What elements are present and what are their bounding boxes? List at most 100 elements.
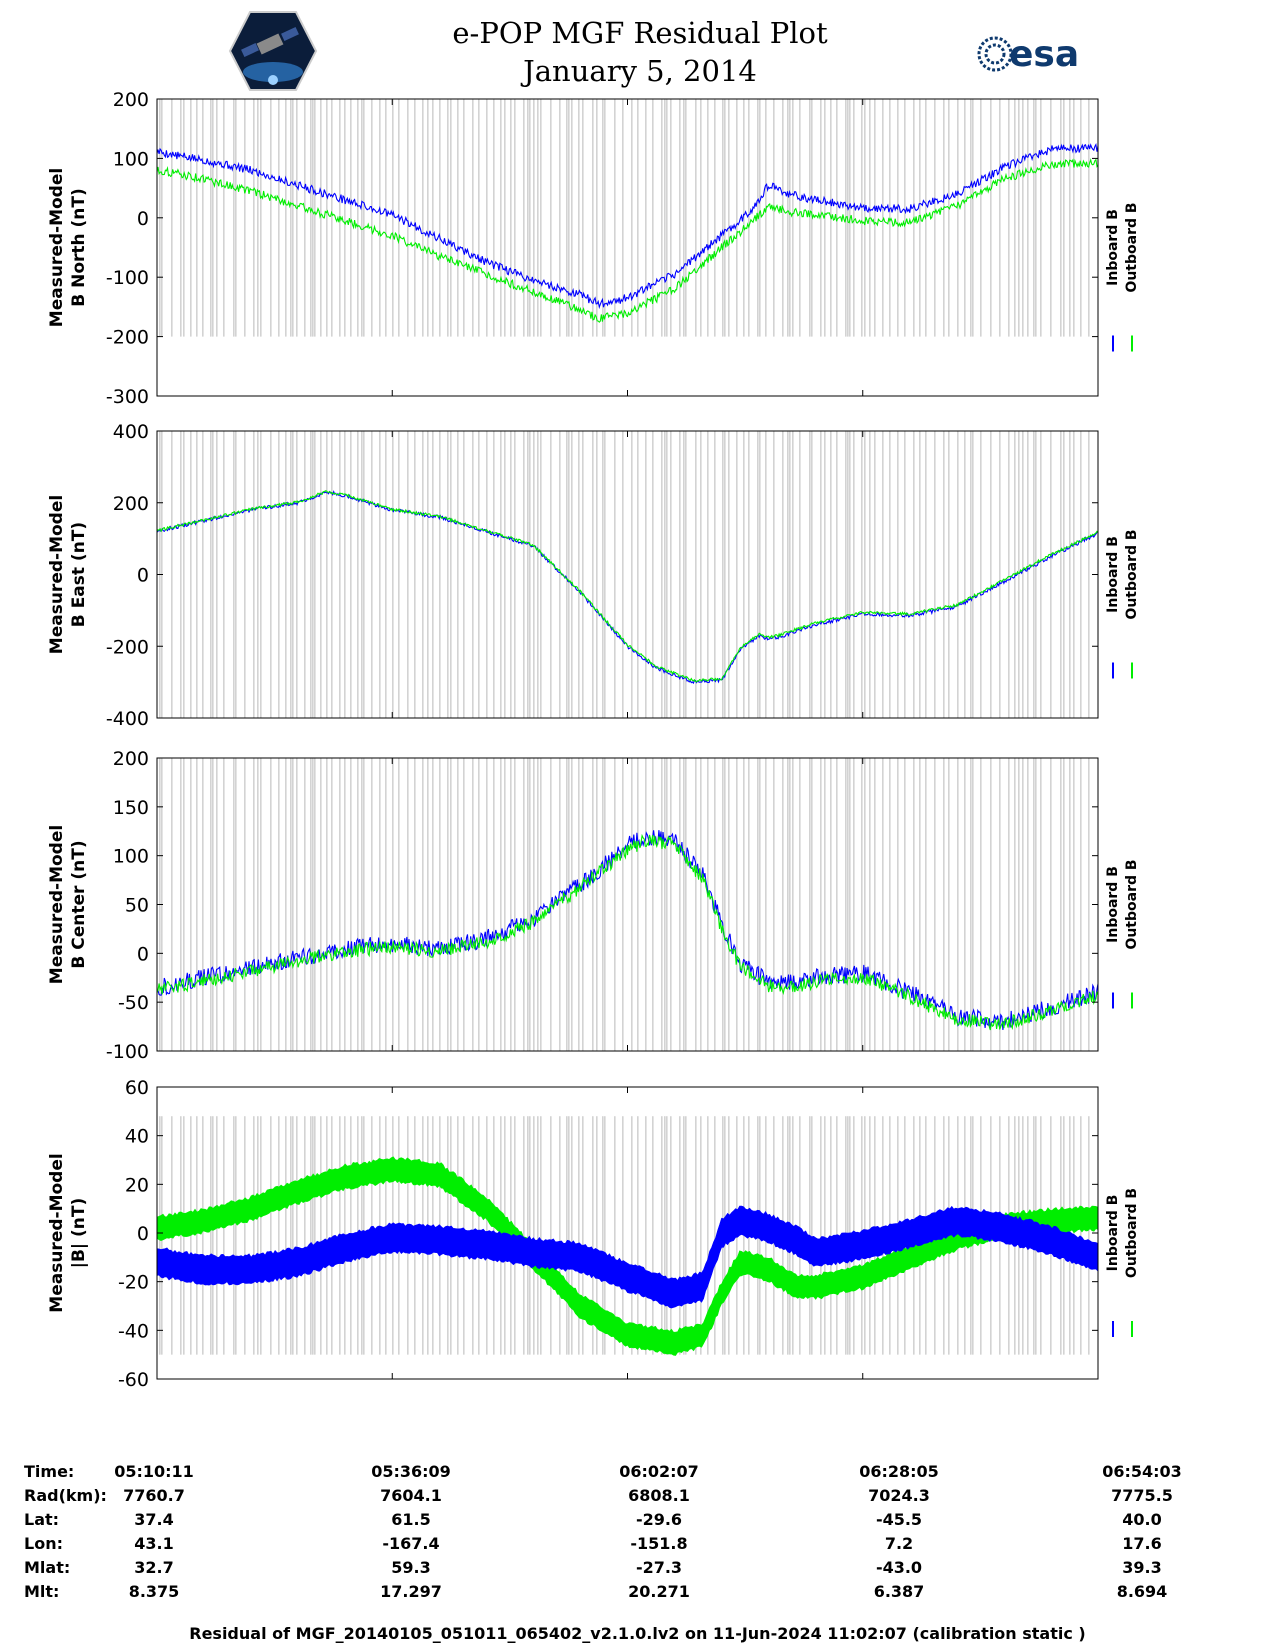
data-gap-band [407,431,409,718]
legend-inboard-label: Inboard B [1105,866,1121,943]
data-gap-band [666,431,668,718]
data-gap-band [847,758,849,1051]
data-gap-band [270,758,272,1051]
data-gap-band [652,99,654,337]
data-gap-band [787,758,789,1051]
data-gap-band [304,1116,306,1355]
plot-frame [156,430,1099,719]
data-gap-band [631,758,633,1051]
data-gap-band [722,99,724,337]
series-band-inboard-b [156,1205,1099,1309]
data-gap-band [1063,99,1065,337]
data-gap-band [1022,431,1024,718]
y-axis-label-line: Measured-Model [47,168,67,327]
data-gap-band [500,99,502,337]
data-gap-band [614,431,616,718]
data-gap-band [510,758,512,1051]
data-gap-band [504,758,506,1051]
data-gap-band [559,99,561,337]
data-gap-band [244,99,246,337]
data-gap-band [602,758,604,1051]
label-mlt: Mlt: [24,1582,60,1601]
data-gap-band [331,758,333,1051]
data-gap-band [1050,431,1052,718]
plot-frame [156,757,1099,1052]
data-gap-band [602,431,604,718]
orbit-info-table: Time: Rad(km): Lat: Lon: Mlat: Mlt: 05:1… [0,1462,1275,1612]
data-gap-band [736,99,738,337]
data-gap-band [759,431,761,718]
data-gap-band [527,758,529,1051]
data-gap-band [379,758,381,1051]
data-gap-band [571,758,573,1051]
data-gap-band [943,431,945,718]
data-gap-band [736,758,738,1051]
data-gap-band [407,758,409,1051]
data-gap-band [235,431,237,718]
legend-outboard-label: Outboard B [1124,529,1140,619]
data-gap-band [592,99,594,337]
data-gap-band [363,431,365,718]
data-gap-band [1073,431,1075,718]
data-gap-band [773,758,775,1051]
data-gap-band [392,99,394,337]
data-gap-band [1080,431,1082,718]
data-gap-band [811,758,813,1051]
data-gap-band [685,99,687,337]
data-gap-band [661,431,663,718]
data-gap-band [596,431,598,718]
data-gap-band [450,758,452,1051]
data-gap-band [1050,758,1052,1051]
data-gap-band [568,1116,570,1355]
y-tick-label: 100 [113,148,149,170]
data-gap-band [836,431,838,718]
data-gap-band [811,99,813,337]
data-gap-band [666,99,668,337]
info-mlt-3: 20.271 [628,1582,690,1601]
data-gap-band [414,758,416,1051]
data-gap-band [260,99,262,337]
data-gap-band [765,431,767,718]
data-gap-band [523,431,525,718]
y-tick-label: 50 [125,895,149,917]
info-lon-5: 17.6 [1122,1534,1162,1553]
data-gap-band [670,99,672,337]
y-tick-label: -300 [106,386,149,408]
data-gap-band [861,431,863,718]
y-tick-label: -20 [118,1272,149,1294]
data-gap-band [314,99,316,337]
data-gap-band [314,1116,316,1355]
data-gap-band [889,99,891,337]
data-gap-band [707,758,709,1051]
data-gap-band [1060,99,1062,337]
data-gap-band [344,758,346,1051]
data-gap-band [514,431,516,718]
y-axis-label-line: Measured-Model [47,1153,67,1312]
data-gap-band [357,758,359,1051]
data-gap-band [934,758,936,1051]
data-gap-band [447,99,449,337]
data-gap-band [212,1116,214,1355]
data-gap-band [202,431,204,718]
data-gap-band [190,431,192,718]
data-gap-band [285,99,287,337]
data-gap-band [171,99,173,337]
info-mlat-3: -27.3 [635,1558,683,1577]
data-gap-band [789,431,791,718]
y-axis-label-line: B East (nT) [69,522,89,627]
data-gap-band [853,99,855,337]
data-gap-band [582,431,584,718]
data-gap-band [571,431,573,718]
data-gap-band [414,431,416,718]
data-gap-band [614,1116,616,1355]
data-gap-band [450,431,452,718]
data-gap-band [970,99,972,337]
data-gap-band [180,758,182,1051]
data-gap-band [864,431,866,718]
info-mlt-5: 8.694 [1116,1582,1168,1601]
data-gap-band [363,758,365,1051]
data-gap-band [847,431,849,718]
data-gap-band [478,758,480,1051]
data-gap-band [714,1116,716,1355]
data-gap-band [533,1116,535,1355]
